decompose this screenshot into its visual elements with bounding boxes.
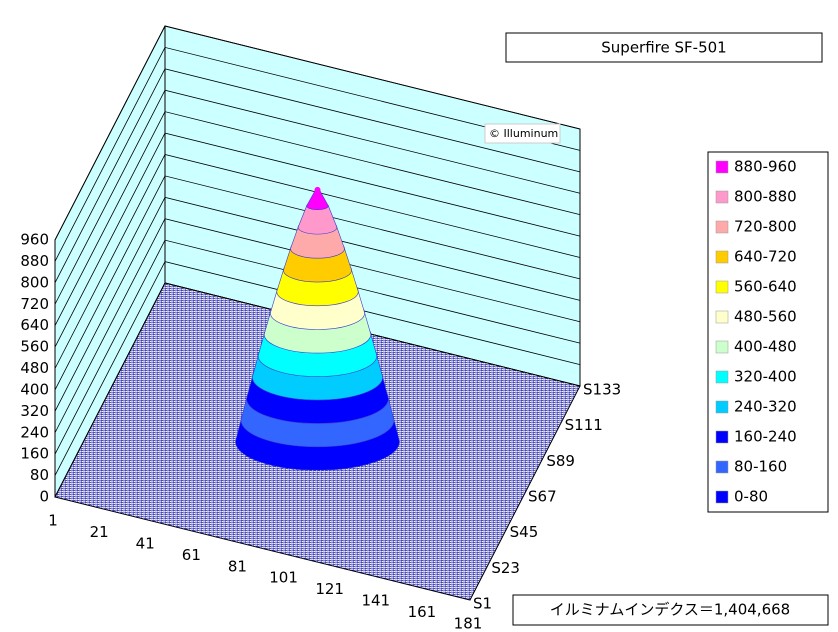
- x-tick-label: 1: [48, 512, 58, 530]
- legend-swatch: [715, 460, 729, 474]
- y-tick-label: S45: [510, 523, 539, 541]
- index-box: [512, 594, 829, 626]
- z-tick-label: 640: [20, 316, 49, 334]
- x-tick-label: 21: [90, 523, 109, 541]
- legend-label: 400-480: [734, 338, 797, 356]
- grid-line: [54, 239, 581, 455]
- z-tick-label: 800: [20, 273, 49, 291]
- legend-label: 0-80: [734, 488, 768, 506]
- grid-line: [54, 175, 581, 391]
- grid-line: [54, 218, 581, 433]
- y-tick-label: S89: [546, 452, 575, 470]
- z-tick-label: 960: [20, 231, 49, 249]
- grid-line: [54, 261, 581, 476]
- legend-label: 320-400: [734, 368, 797, 386]
- legend-swatch: [715, 160, 729, 174]
- annotation: © Illuminum: [489, 127, 558, 140]
- surface-peak: [314, 186, 321, 193]
- legend-swatch: [715, 250, 729, 264]
- x-tick-label: 161: [408, 603, 437, 621]
- y-tick-label: S67: [528, 488, 557, 506]
- x-tick-label: 61: [182, 546, 201, 564]
- legend-swatch: [715, 430, 729, 444]
- legend-label: 800-880: [734, 188, 797, 206]
- z-tick-label: 720: [20, 295, 49, 313]
- z-tick-label: 400: [20, 380, 49, 398]
- grid-line: [54, 68, 581, 284]
- legend-swatch: [715, 310, 729, 324]
- legend-swatch: [715, 190, 729, 204]
- y-tick-label: S1: [473, 595, 492, 613]
- legend-swatch: [715, 340, 729, 354]
- y-tick-label: S111: [565, 416, 603, 434]
- grid-line: [54, 111, 581, 326]
- chart-title: Superfire SF-501: [601, 39, 726, 57]
- legend-label: 880-960: [734, 158, 797, 176]
- legend-swatch: [715, 280, 729, 294]
- grid-line: [54, 46, 581, 262]
- y-tick-label: S133: [583, 381, 621, 399]
- grid-line: [54, 89, 581, 305]
- z-tick-label: 0: [39, 488, 49, 506]
- x-tick-label: 121: [315, 580, 344, 598]
- legend-label: 160-240: [734, 428, 797, 446]
- legend-swatch: [715, 370, 729, 384]
- grid-line: [54, 154, 581, 369]
- legend-label: 720-800: [734, 218, 797, 236]
- x-tick-label: 181: [454, 615, 483, 632]
- legend-label: 480-560: [734, 308, 797, 326]
- x-tick-label: 141: [361, 592, 390, 610]
- grid-line: [54, 132, 581, 348]
- legend-label: 240-320: [734, 398, 797, 416]
- grid-line: [54, 25, 581, 241]
- x-tick-label: 81: [228, 557, 247, 575]
- legend-label: 80-160: [734, 458, 787, 476]
- grid-line: [54, 196, 581, 412]
- title-box: [505, 32, 823, 63]
- x-tick-label: 41: [136, 534, 155, 552]
- legend-swatch: [715, 490, 729, 504]
- legend-box: [707, 151, 829, 513]
- annotation-box: [484, 123, 561, 144]
- z-tick-label: 240: [20, 423, 49, 441]
- z-tick-label: 560: [20, 338, 49, 356]
- z-tick-label: 480: [20, 359, 49, 377]
- grid-line: [54, 282, 581, 498]
- z-tick-label: 80: [30, 466, 49, 484]
- legend-swatch: [715, 220, 729, 234]
- legend-label: 560-640: [734, 278, 797, 296]
- z-tick-label: 160: [20, 445, 49, 463]
- index-label: イルミナムインデクス＝1,404,668: [550, 601, 790, 619]
- z-tick-label: 880: [20, 252, 49, 270]
- legend-label: 640-720: [734, 248, 797, 266]
- z-tick-label: 320: [20, 402, 49, 420]
- x-tick-label: 101: [269, 569, 298, 587]
- y-tick-label: S23: [491, 559, 520, 577]
- legend-swatch: [715, 400, 729, 414]
